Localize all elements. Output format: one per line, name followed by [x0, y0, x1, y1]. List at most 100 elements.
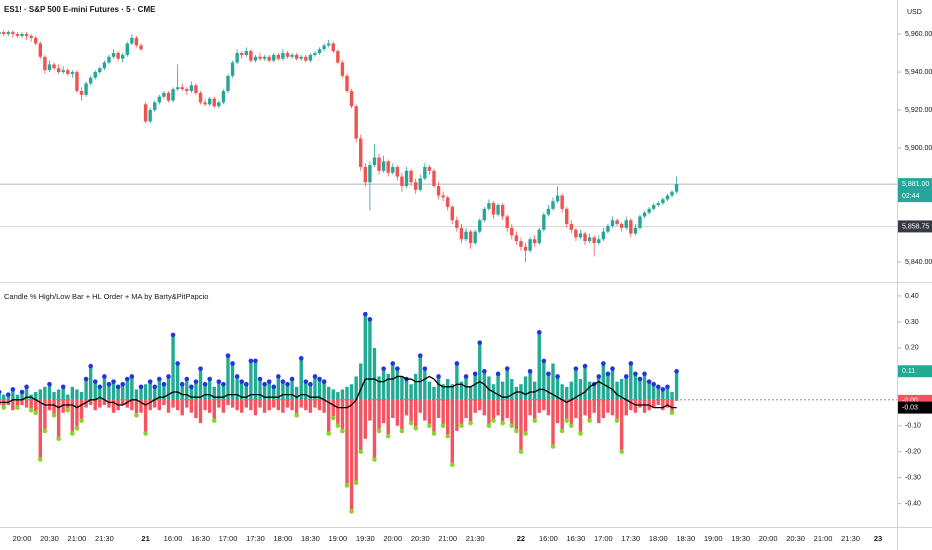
candle-body	[148, 110, 152, 122]
histogram-bar	[670, 399, 674, 413]
histogram-bar	[189, 399, 194, 413]
low-dot	[440, 423, 446, 429]
histogram-bar	[542, 360, 546, 400]
histogram-bar	[340, 389, 345, 400]
candle-body	[11, 32, 15, 35]
histogram-bar	[308, 399, 313, 413]
candle-body	[162, 92, 166, 97]
candle-body	[157, 96, 162, 103]
histogram-bar	[345, 399, 349, 486]
histogram-bar	[615, 381, 619, 400]
candle-body	[153, 102, 157, 111]
price-label: -0.03	[902, 404, 918, 411]
low-dot	[33, 410, 39, 416]
histogram-bar	[230, 399, 235, 408]
histogram-bar	[404, 399, 409, 416]
candle-body	[624, 220, 628, 228]
candle-body	[395, 167, 400, 177]
candle-body	[340, 62, 345, 76]
candle-body	[404, 170, 409, 187]
low-dot	[564, 418, 570, 423]
candle-body	[450, 206, 454, 221]
histogram-bar	[670, 392, 674, 400]
histogram-bar	[569, 399, 574, 426]
candle-body	[661, 199, 665, 204]
histogram-bar	[427, 381, 432, 400]
candle-body	[386, 161, 390, 173]
candle-body	[381, 161, 386, 171]
candle-body	[258, 56, 262, 59]
candle-body	[574, 229, 578, 238]
y-tick-label: 0.20	[905, 345, 919, 352]
histogram-bar	[317, 379, 322, 400]
candle-body	[326, 43, 331, 46]
histogram-bar	[354, 399, 358, 483]
candle-body	[391, 167, 395, 173]
histogram-bar	[166, 376, 171, 400]
y-tick-label: 5,900.00	[905, 145, 932, 152]
histogram-bar	[285, 384, 290, 400]
histogram-bar	[272, 386, 276, 400]
high-dot	[0, 389, 2, 395]
candle-body	[212, 98, 216, 107]
histogram-bar	[423, 399, 427, 421]
low-dot	[532, 418, 537, 423]
histogram-bar	[258, 399, 262, 408]
histogram-bar	[514, 399, 519, 431]
high-dot	[596, 374, 602, 379]
histogram-bar	[400, 376, 404, 400]
histogram-bar	[130, 376, 134, 400]
histogram-bar	[523, 399, 528, 434]
candle-body	[565, 208, 569, 225]
price-label: 5,858.75	[902, 223, 929, 230]
histogram-bar	[175, 399, 180, 411]
histogram-bar	[226, 399, 230, 405]
y-tick-label: 0.40	[905, 293, 919, 300]
histogram-bar	[24, 399, 29, 408]
histogram-bar	[391, 363, 395, 400]
histogram-bar	[15, 399, 20, 408]
histogram-bar	[381, 399, 386, 424]
histogram-bar	[455, 399, 459, 431]
low-dot	[79, 418, 84, 423]
histogram-bar	[98, 399, 102, 408]
histogram-bar	[290, 399, 294, 411]
candle-body	[532, 239, 537, 244]
histogram-bar	[647, 381, 651, 400]
high-dot	[175, 361, 180, 366]
candle-body	[656, 203, 660, 206]
candle-body	[130, 37, 134, 44]
histogram-bar	[157, 399, 162, 411]
high-dot	[601, 361, 606, 366]
time-tick-label: 16:00	[164, 534, 183, 543]
candle-body	[674, 184, 679, 192]
candle-body	[267, 56, 271, 61]
histogram-bar	[157, 379, 162, 400]
candle-body	[56, 68, 61, 73]
time-tick-label: 17:00	[219, 534, 238, 543]
low-dot	[413, 426, 418, 431]
histogram-bar	[496, 373, 500, 400]
histogram-bar	[198, 368, 203, 400]
histogram-bar	[180, 399, 184, 416]
histogram-bar	[532, 381, 537, 400]
histogram-bar	[102, 399, 107, 405]
low-dot	[408, 420, 414, 426]
histogram-bar	[272, 399, 276, 408]
histogram-bar	[510, 399, 514, 426]
candle-body	[500, 205, 505, 217]
histogram-bar	[569, 381, 574, 400]
histogram-bar	[432, 399, 436, 434]
high-dot	[262, 381, 267, 387]
histogram-bar	[578, 379, 583, 400]
histogram-bar	[642, 399, 647, 413]
histogram-bar	[153, 399, 157, 408]
histogram-bar	[505, 399, 509, 418]
candle-body	[75, 72, 79, 92]
histogram-bar	[546, 399, 551, 416]
candle-body	[446, 197, 450, 207]
histogram-bar	[619, 379, 624, 400]
price-label: -0.00	[902, 398, 918, 405]
low-dot	[349, 509, 354, 514]
candle-body	[560, 195, 564, 209]
